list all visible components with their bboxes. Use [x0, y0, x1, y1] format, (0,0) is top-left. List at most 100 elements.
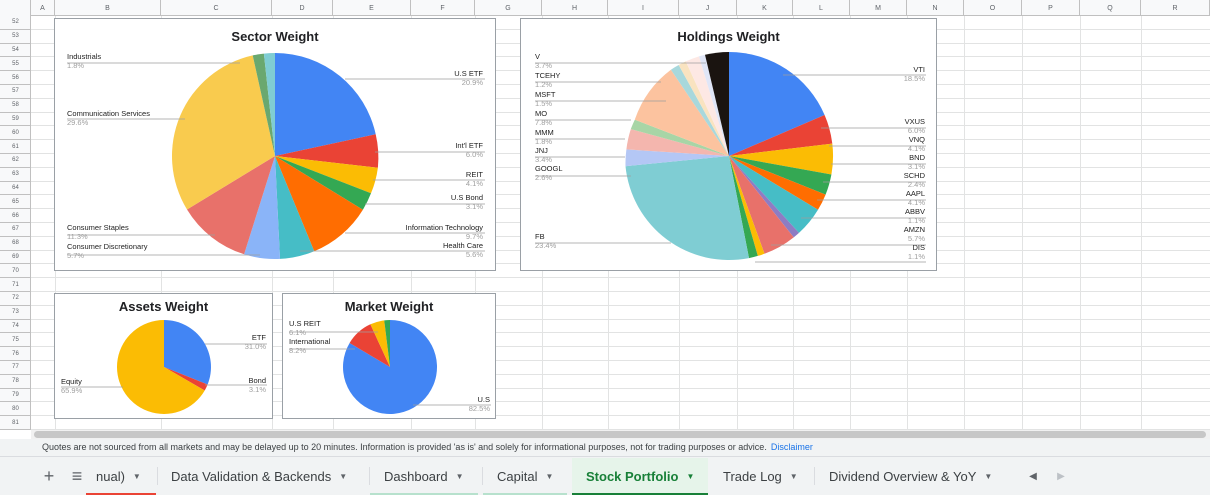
row-header-80[interactable]: 80 [0, 402, 30, 417]
pie-slice-us [343, 320, 438, 414]
select-all-corner[interactable] [0, 0, 31, 16]
column-header-l[interactable]: L [793, 0, 850, 16]
label-intl-etf: Int'l ETF [455, 141, 483, 150]
row-header-67[interactable]: 67 [0, 223, 30, 237]
sheet-tab-3[interactable]: Dashboard ▼ [370, 458, 478, 495]
market-weight-chart[interactable]: Market Weight U.S REIT 6.1% Internationa… [282, 293, 496, 419]
sheet-tab-stock-portfolio[interactable]: Stock Portfolio ▼ [572, 458, 709, 495]
label-jnj: JNJ [535, 146, 548, 155]
sheet-tab-4[interactable]: Capital ▼ [483, 458, 568, 495]
horizontal-scrollbar[interactable] [31, 430, 1210, 439]
cell-grid[interactable]: Sector Weight [31, 16, 1210, 430]
row-header-60[interactable]: 60 [0, 126, 30, 141]
row-header-58[interactable]: 58 [0, 99, 30, 113]
column-header-g[interactable]: G [475, 0, 542, 16]
sheet-tab-1[interactable]: nual) ▼ [86, 458, 156, 495]
row-header-65[interactable]: 65 [0, 195, 30, 210]
label-vxus: VXUS [905, 117, 925, 126]
row-header-79[interactable]: 79 [0, 389, 30, 403]
row-header-57[interactable]: 57 [0, 85, 30, 99]
column-header-e[interactable]: E [333, 0, 411, 16]
add-sheet-button[interactable]: + [38, 465, 60, 487]
label-comm: Communication Services [67, 109, 150, 118]
column-header-b[interactable]: B [55, 0, 161, 16]
label-abbv: ABBV [905, 207, 925, 216]
scrollbar-thumb[interactable] [34, 431, 1206, 438]
label-bond-pct: 3.1% [249, 385, 266, 394]
pie-slice-googl [625, 149, 729, 167]
column-header-d[interactable]: D [272, 0, 333, 16]
scroll-tabs-right-button[interactable]: ▶ [1050, 465, 1072, 487]
column-header-r[interactable]: R [1141, 0, 1210, 16]
row-header-78[interactable]: 78 [0, 375, 30, 389]
assets-weight-chart[interactable]: Assets Weight ETF 31.0% Bond 3.1% Equity… [54, 293, 273, 419]
sheet-tab-2[interactable]: Data Validation & Backends ▼ [157, 458, 361, 494]
row-header-72[interactable]: 72 [0, 292, 30, 306]
pie-slice-us-etf [275, 53, 376, 156]
disclaimer-link[interactable]: Disclaimer [770, 442, 813, 452]
chevron-left-icon: ◀ [1029, 470, 1037, 482]
sheet-tab-6[interactable]: Trade Log ▼ [709, 458, 812, 494]
row-header-63[interactable]: 63 [0, 168, 30, 182]
all-sheets-button[interactable]: ≡ [66, 465, 88, 487]
sheet-tab-7[interactable]: Dividend Overview & YoY ▼ [815, 458, 1006, 494]
row-header-75[interactable]: 75 [0, 333, 30, 348]
row-header-66[interactable]: 66 [0, 209, 30, 223]
column-header-q[interactable]: Q [1080, 0, 1141, 16]
column-header-i[interactable]: I [608, 0, 679, 16]
column-header-k[interactable]: K [737, 0, 793, 16]
market-pie: U.S REIT 6.1% International 8.2% U.S 82.… [289, 319, 491, 414]
holdings-weight-chart[interactable]: Holdings Weight [520, 18, 937, 271]
pie-slice-intl-etf [275, 134, 379, 168]
row-header-71[interactable]: 71 [0, 278, 30, 292]
label-us-pct: 82.5% [469, 404, 491, 413]
label-intl: International [289, 337, 331, 346]
label-us-reit: U.S REIT [289, 319, 321, 328]
label-bnd-pct: 3.1% [908, 162, 925, 171]
pie-slice-reit [275, 156, 378, 194]
row-header-64[interactable]: 64 [0, 182, 30, 196]
label-mo-pct: 7.8% [535, 118, 552, 127]
row-header-61[interactable]: 61 [0, 140, 30, 154]
row-header-73[interactable]: 73 [0, 306, 30, 320]
pie-slice-dis [729, 156, 765, 256]
scroll-tabs-left-button[interactable]: ◀ [1022, 465, 1044, 487]
row-header-52[interactable]: 52 [0, 16, 30, 30]
assets-pie: ETF 31.0% Bond 3.1% Equity 65.9% [61, 320, 267, 414]
row-header-59[interactable]: 59 [0, 113, 30, 127]
row-header-70[interactable]: 70 [0, 264, 30, 279]
pie-slice-msft [670, 65, 729, 156]
column-header-a[interactable]: A [31, 0, 55, 16]
label-industrials: Industrials [67, 52, 101, 61]
row-header-81[interactable]: 81 [0, 416, 30, 430]
pie-slice-etf [164, 320, 211, 385]
row-header-53[interactable]: 53 [0, 30, 30, 44]
list-icon: ≡ [71, 465, 83, 486]
column-header-j[interactable]: J [679, 0, 737, 16]
pie-slice-small [729, 156, 758, 259]
sector-weight-chart[interactable]: Sector Weight [54, 18, 496, 271]
column-header-p[interactable]: P [1022, 0, 1080, 16]
pie-slice-bond [164, 367, 208, 391]
row-header-68[interactable]: 68 [0, 237, 30, 251]
row-header-54[interactable]: 54 [0, 44, 30, 58]
pie-slice-health [275, 156, 315, 259]
row-header-55[interactable]: 55 [0, 57, 30, 72]
label-schd: SCHD [904, 171, 926, 180]
row-header-74[interactable]: 74 [0, 320, 30, 334]
pie-slice-vxus [729, 115, 833, 156]
column-header-m[interactable]: M [850, 0, 907, 16]
row-header-77[interactable]: 77 [0, 361, 30, 375]
row-header-56[interactable]: 56 [0, 71, 30, 85]
row-header-62[interactable]: 62 [0, 154, 30, 168]
column-header-h[interactable]: H [542, 0, 608, 16]
column-header-o[interactable]: O [964, 0, 1022, 16]
row-header-69[interactable]: 69 [0, 251, 30, 265]
row-header-76[interactable]: 76 [0, 347, 30, 361]
column-header-f[interactable]: F [411, 0, 475, 16]
column-header-c[interactable]: C [161, 0, 272, 16]
column-header-n[interactable]: N [907, 0, 964, 16]
label-discretionary: Consumer Discretionary [67, 242, 148, 251]
pie-slice-jnj [626, 129, 729, 156]
